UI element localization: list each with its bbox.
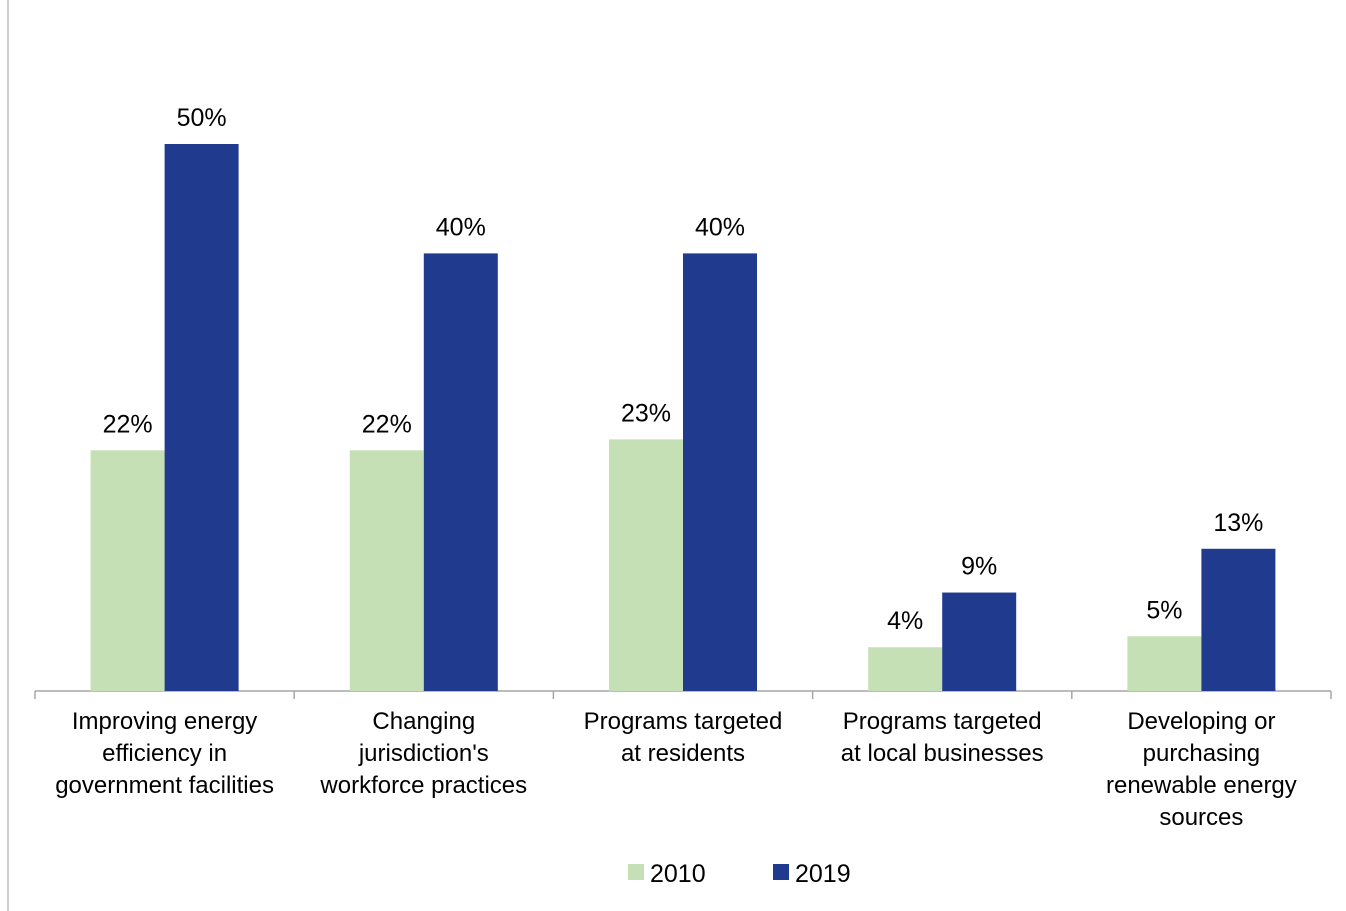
x-tick-label: Programs targeted at residents <box>583 708 783 767</box>
data-label: 40% <box>436 213 486 241</box>
x-tick-label: Changing jurisdiction's workforce practi… <box>320 708 528 799</box>
bar <box>349 450 424 691</box>
legend-swatch <box>628 864 644 880</box>
bar <box>1127 636 1202 691</box>
legend-label: 2019 <box>795 860 851 888</box>
x-tick-label: Developing or purchasing renewable energ… <box>1105 708 1297 831</box>
bar <box>164 144 239 691</box>
data-label: 23% <box>621 399 671 427</box>
bar <box>609 439 683 691</box>
data-label: 22% <box>362 410 412 438</box>
data-label: 4% <box>887 607 923 635</box>
data-label: 50% <box>177 104 227 132</box>
data-label: 40% <box>695 213 745 241</box>
bar <box>942 592 1017 691</box>
bar <box>423 253 498 691</box>
x-tick-label: Improving energy efficiency in governmen… <box>55 708 274 799</box>
data-label: 13% <box>1213 509 1263 537</box>
x-tick-label: Programs targeted at local businesses <box>840 708 1044 767</box>
data-label: 22% <box>103 410 153 438</box>
legend-swatch <box>773 864 789 880</box>
data-label: 9% <box>961 553 997 581</box>
legend-label: 2010 <box>650 860 706 888</box>
bar <box>868 647 943 691</box>
data-label: 5% <box>1146 596 1182 624</box>
bar <box>90 450 165 691</box>
bar <box>1201 548 1276 691</box>
bar <box>683 253 757 691</box>
